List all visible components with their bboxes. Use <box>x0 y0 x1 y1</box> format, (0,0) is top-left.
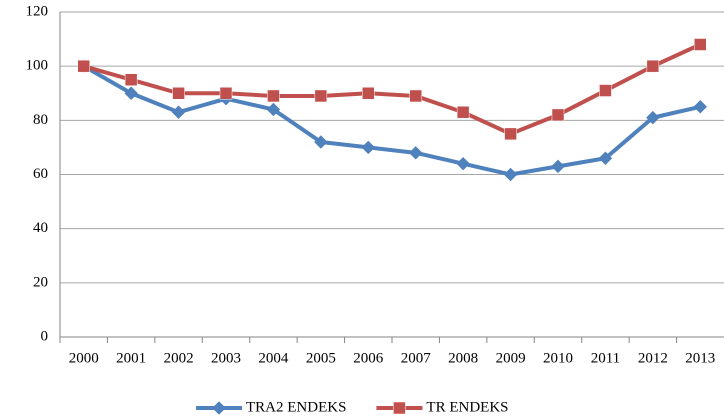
y-tick-label: 120 <box>26 3 49 19</box>
marker <box>77 59 90 73</box>
y-tick-label: 100 <box>26 58 49 74</box>
marker <box>124 73 138 86</box>
series-line <box>82 64 701 177</box>
marker <box>646 110 660 125</box>
x-tick-label: 2009 <box>496 350 526 366</box>
x-tick-label: 2011 <box>591 350 620 366</box>
x-tick-label: 2007 <box>401 350 432 366</box>
marker <box>267 89 280 103</box>
marker <box>362 87 375 100</box>
x-tick-label: 2013 <box>685 350 715 366</box>
x-tick-label: 2010 <box>543 350 573 366</box>
marker <box>219 87 233 100</box>
x-tick-label: 2004 <box>258 350 289 366</box>
x-tick-label: 2006 <box>353 350 384 366</box>
x-tick-label: 2003 <box>211 350 241 366</box>
marker <box>694 38 707 51</box>
y-tick-label: 20 <box>33 274 48 290</box>
y-tick-label: 80 <box>33 112 48 128</box>
series-line <box>83 42 702 136</box>
marker <box>693 100 707 114</box>
marker <box>409 146 423 160</box>
x-tick-label: 2008 <box>448 350 478 366</box>
marker <box>503 167 518 182</box>
marker <box>172 87 185 100</box>
marker <box>314 135 328 149</box>
marker <box>646 59 660 73</box>
marker <box>456 156 470 171</box>
x-tick-label: 2005 <box>306 350 336 366</box>
y-tick-label: 0 <box>41 328 49 344</box>
marker <box>504 127 517 141</box>
legend-label: TRA2 ENDEKS <box>246 399 346 415</box>
y-tick-label: 60 <box>33 166 48 182</box>
marker <box>361 140 375 155</box>
marker <box>266 102 281 117</box>
x-tick-label: 2000 <box>69 350 99 366</box>
marker <box>551 108 565 122</box>
legend-marker <box>393 401 406 415</box>
marker <box>456 105 470 119</box>
marker <box>599 84 612 97</box>
marker <box>314 89 328 103</box>
x-tick-label: 2002 <box>164 350 194 366</box>
y-tick-label: 40 <box>33 220 48 236</box>
marker <box>598 151 613 165</box>
legend-label: TR ENDEKS <box>426 399 508 415</box>
x-tick-label: 2012 <box>638 350 668 366</box>
x-tick-label: 2001 <box>116 350 146 366</box>
marker <box>409 89 422 103</box>
legend-marker <box>212 401 226 415</box>
marker <box>124 86 138 100</box>
marker <box>551 159 565 174</box>
marker <box>171 105 186 119</box>
